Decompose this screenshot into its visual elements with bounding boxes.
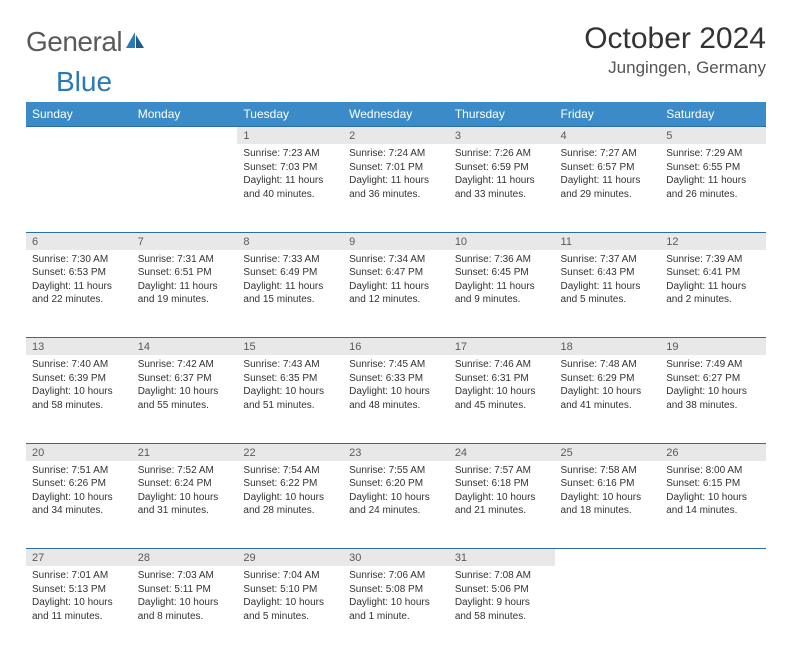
day-content-cell: Sunrise: 7:08 AMSunset: 5:06 PMDaylight:… — [449, 566, 555, 654]
day-content-row: Sunrise: 7:30 AMSunset: 6:53 PMDaylight:… — [26, 250, 766, 338]
weekday-header-row: SundayMondayTuesdayWednesdayThursdayFrid… — [26, 102, 766, 127]
day-content-cell: Sunrise: 7:31 AMSunset: 6:51 PMDaylight:… — [132, 250, 238, 338]
day-number-row: 6789101112 — [26, 232, 766, 250]
day-content-cell: Sunrise: 7:51 AMSunset: 6:26 PMDaylight:… — [26, 461, 132, 549]
day-number-row: 20212223242526 — [26, 443, 766, 461]
day-content-cell: Sunrise: 7:39 AMSunset: 6:41 PMDaylight:… — [660, 250, 766, 338]
month-title: October 2024 — [584, 22, 766, 56]
day-number-row: 12345 — [26, 127, 766, 145]
day-content-cell: Sunrise: 7:58 AMSunset: 6:16 PMDaylight:… — [555, 461, 661, 549]
day-number-cell: 8 — [237, 232, 343, 250]
day-number-cell: 22 — [237, 443, 343, 461]
weekday-header: Thursday — [449, 102, 555, 127]
day-content-cell: Sunrise: 7:54 AMSunset: 6:22 PMDaylight:… — [237, 461, 343, 549]
day-number-row: 2728293031 — [26, 549, 766, 567]
day-content-cell: Sunrise: 7:49 AMSunset: 6:27 PMDaylight:… — [660, 355, 766, 443]
day-content-cell — [660, 566, 766, 654]
day-number-cell: 3 — [449, 127, 555, 145]
day-number-cell: 1 — [237, 127, 343, 145]
location-label: Jungingen, Germany — [584, 58, 766, 78]
day-number-cell — [132, 127, 238, 145]
day-number-cell: 5 — [660, 127, 766, 145]
day-content-cell: Sunrise: 8:00 AMSunset: 6:15 PMDaylight:… — [660, 461, 766, 549]
day-content-cell: Sunrise: 7:27 AMSunset: 6:57 PMDaylight:… — [555, 144, 661, 232]
day-number-cell: 29 — [237, 549, 343, 567]
weekday-header: Wednesday — [343, 102, 449, 127]
weekday-header: Saturday — [660, 102, 766, 127]
day-number-cell: 18 — [555, 338, 661, 356]
day-content-cell: Sunrise: 7:36 AMSunset: 6:45 PMDaylight:… — [449, 250, 555, 338]
day-number-cell: 27 — [26, 549, 132, 567]
calendar-table: SundayMondayTuesdayWednesdayThursdayFrid… — [26, 102, 766, 654]
day-content-cell: Sunrise: 7:33 AMSunset: 6:49 PMDaylight:… — [237, 250, 343, 338]
day-content-cell: Sunrise: 7:29 AMSunset: 6:55 PMDaylight:… — [660, 144, 766, 232]
day-number-cell: 6 — [26, 232, 132, 250]
day-number-cell: 4 — [555, 127, 661, 145]
day-content-row: Sunrise: 7:23 AMSunset: 7:03 PMDaylight:… — [26, 144, 766, 232]
logo-text-1: General — [26, 26, 122, 58]
weekday-header: Monday — [132, 102, 238, 127]
day-number-cell — [660, 549, 766, 567]
day-number-cell — [555, 549, 661, 567]
day-content-cell: Sunrise: 7:42 AMSunset: 6:37 PMDaylight:… — [132, 355, 238, 443]
day-content-cell: Sunrise: 7:34 AMSunset: 6:47 PMDaylight:… — [343, 250, 449, 338]
day-number-cell: 20 — [26, 443, 132, 461]
day-number-cell: 17 — [449, 338, 555, 356]
day-number-cell — [26, 127, 132, 145]
day-content-cell: Sunrise: 7:24 AMSunset: 7:01 PMDaylight:… — [343, 144, 449, 232]
day-content-cell: Sunrise: 7:23 AMSunset: 7:03 PMDaylight:… — [237, 144, 343, 232]
day-number-cell: 26 — [660, 443, 766, 461]
day-content-cell: Sunrise: 7:26 AMSunset: 6:59 PMDaylight:… — [449, 144, 555, 232]
day-content-row: Sunrise: 7:40 AMSunset: 6:39 PMDaylight:… — [26, 355, 766, 443]
day-content-cell: Sunrise: 7:04 AMSunset: 5:10 PMDaylight:… — [237, 566, 343, 654]
day-number-cell: 25 — [555, 443, 661, 461]
day-number-cell: 16 — [343, 338, 449, 356]
logo-text-2: Blue — [56, 66, 112, 97]
day-content-cell: Sunrise: 7:37 AMSunset: 6:43 PMDaylight:… — [555, 250, 661, 338]
day-content-cell — [26, 144, 132, 232]
day-content-cell: Sunrise: 7:46 AMSunset: 6:31 PMDaylight:… — [449, 355, 555, 443]
day-number-cell: 19 — [660, 338, 766, 356]
day-number-cell: 7 — [132, 232, 238, 250]
weekday-header: Sunday — [26, 102, 132, 127]
day-content-cell: Sunrise: 7:06 AMSunset: 5:08 PMDaylight:… — [343, 566, 449, 654]
day-number-cell: 21 — [132, 443, 238, 461]
day-number-cell: 24 — [449, 443, 555, 461]
logo: General — [26, 22, 146, 58]
weekday-header: Tuesday — [237, 102, 343, 127]
day-number-cell: 10 — [449, 232, 555, 250]
day-content-cell: Sunrise: 7:30 AMSunset: 6:53 PMDaylight:… — [26, 250, 132, 338]
day-content-row: Sunrise: 7:01 AMSunset: 5:13 PMDaylight:… — [26, 566, 766, 654]
day-number-cell: 23 — [343, 443, 449, 461]
day-number-cell: 31 — [449, 549, 555, 567]
day-content-cell — [555, 566, 661, 654]
day-content-cell: Sunrise: 7:48 AMSunset: 6:29 PMDaylight:… — [555, 355, 661, 443]
day-number-cell: 30 — [343, 549, 449, 567]
day-number-row: 13141516171819 — [26, 338, 766, 356]
day-number-cell: 13 — [26, 338, 132, 356]
day-content-cell: Sunrise: 7:43 AMSunset: 6:35 PMDaylight:… — [237, 355, 343, 443]
day-content-cell: Sunrise: 7:40 AMSunset: 6:39 PMDaylight:… — [26, 355, 132, 443]
weekday-header: Friday — [555, 102, 661, 127]
day-content-cell: Sunrise: 7:57 AMSunset: 6:18 PMDaylight:… — [449, 461, 555, 549]
day-content-cell: Sunrise: 7:52 AMSunset: 6:24 PMDaylight:… — [132, 461, 238, 549]
day-content-cell: Sunrise: 7:45 AMSunset: 6:33 PMDaylight:… — [343, 355, 449, 443]
day-content-cell: Sunrise: 7:03 AMSunset: 5:11 PMDaylight:… — [132, 566, 238, 654]
title-block: October 2024 Jungingen, Germany — [584, 22, 766, 78]
day-content-row: Sunrise: 7:51 AMSunset: 6:26 PMDaylight:… — [26, 461, 766, 549]
day-content-cell: Sunrise: 7:01 AMSunset: 5:13 PMDaylight:… — [26, 566, 132, 654]
day-content-cell — [132, 144, 238, 232]
day-number-cell: 12 — [660, 232, 766, 250]
sail-icon — [124, 30, 146, 55]
day-number-cell: 28 — [132, 549, 238, 567]
day-number-cell: 15 — [237, 338, 343, 356]
day-content-cell: Sunrise: 7:55 AMSunset: 6:20 PMDaylight:… — [343, 461, 449, 549]
day-number-cell: 2 — [343, 127, 449, 145]
day-number-cell: 14 — [132, 338, 238, 356]
day-number-cell: 9 — [343, 232, 449, 250]
day-number-cell: 11 — [555, 232, 661, 250]
